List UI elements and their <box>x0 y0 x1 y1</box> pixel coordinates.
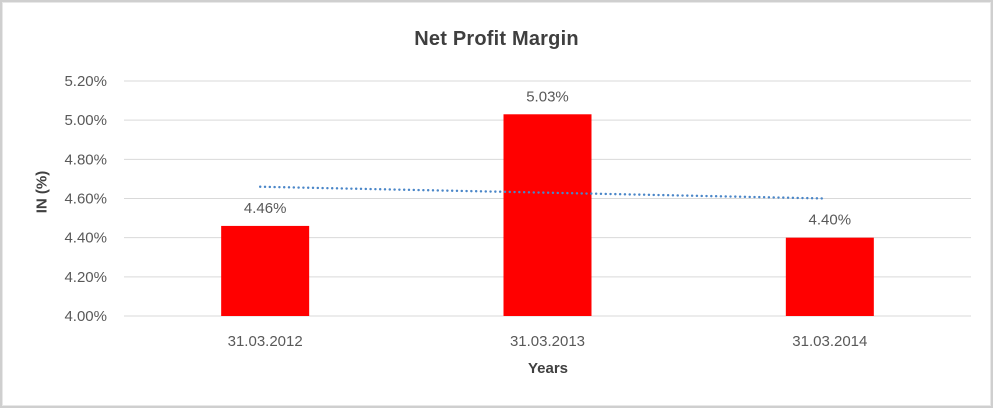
x-tick-label: 31.03.2012 <box>228 333 303 350</box>
y-tick-label: 4.60% <box>64 191 107 208</box>
x-tick-label: 31.03.2014 <box>792 333 867 350</box>
y-tick-label: 4.40% <box>64 230 107 247</box>
bar-value-label: 4.40% <box>809 212 852 229</box>
x-axis-title: Years <box>527 360 569 377</box>
y-tick-label: 4.20% <box>64 269 107 286</box>
trendline[interactable] <box>258 185 828 200</box>
bar-31.03.2012[interactable] <box>221 225 310 316</box>
x-tick-label: 31.03.2013 <box>510 333 585 350</box>
y-tick-label: 5.00% <box>64 112 107 129</box>
bar-31.03.2013[interactable] <box>503 114 592 317</box>
y-tick-label: 5.20% <box>64 73 107 90</box>
bar-value-label: 5.03% <box>526 88 569 105</box>
bar-31.03.2014[interactable] <box>785 237 874 316</box>
bar-value-label: 4.46% <box>244 200 287 217</box>
chart-title: Net Profit Margin <box>414 28 579 50</box>
y-tick-label: 4.80% <box>64 151 107 168</box>
y-tick-label: 4.00% <box>64 308 107 325</box>
